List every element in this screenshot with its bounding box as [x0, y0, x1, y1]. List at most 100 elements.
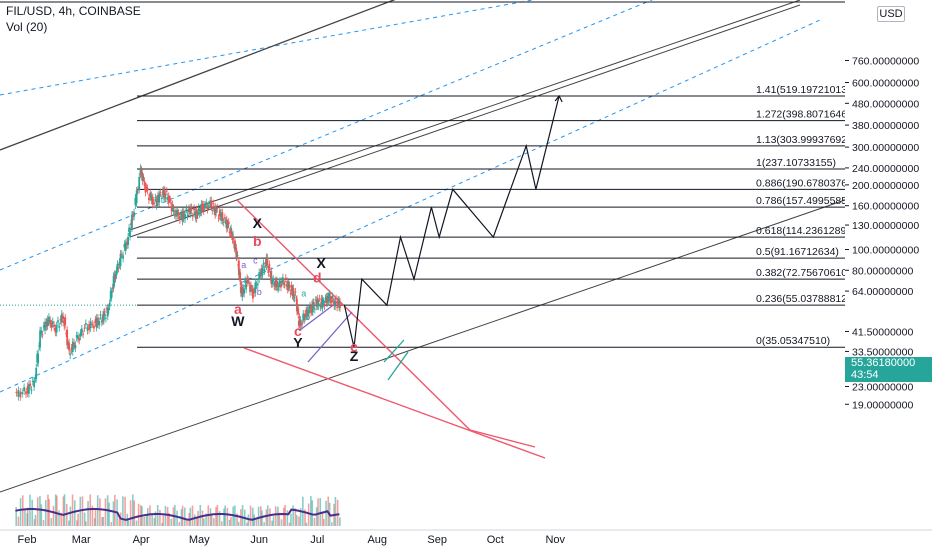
candle-body: [331, 295, 334, 299]
volume-bar: [223, 508, 225, 526]
candle-body: [235, 247, 238, 258]
candle-body: [67, 344, 70, 346]
volume-bar: [199, 505, 202, 526]
candle-body: [59, 318, 62, 321]
fib-label-0: 0(35.05347510): [756, 335, 830, 347]
candle-body: [46, 319, 49, 327]
candle-body: [107, 308, 110, 310]
currency-button[interactable]: USD: [877, 6, 905, 22]
candle-body: [275, 280, 278, 288]
dashed-trendline: [0, 19, 821, 393]
volume-bar: [216, 505, 219, 526]
volume-bar: [99, 498, 101, 526]
candle-body: [71, 341, 74, 352]
volume-bar: [339, 517, 341, 526]
volume-bar: [27, 507, 29, 526]
wave-label: e: [350, 339, 358, 355]
candle-body: [51, 321, 54, 324]
subwave-line: [387, 351, 409, 381]
candle-body: [109, 290, 112, 299]
candle-body: [100, 320, 103, 323]
volume-bar: [145, 515, 148, 526]
volume-bar: [205, 513, 207, 526]
subwave-line: [307, 311, 353, 363]
candle-body: [326, 296, 329, 303]
volume-bar: [108, 502, 110, 526]
wave-label: c: [253, 256, 258, 266]
time-axis-bg: [0, 530, 845, 550]
volume-bar: [89, 494, 92, 526]
candle-body: [241, 287, 244, 298]
candle-body: [222, 221, 225, 223]
candle-body: [209, 200, 212, 204]
price-tick-label: 380.00000000: [852, 120, 919, 132]
candle-body: [110, 291, 113, 298]
price-tick-label: 130.00000000: [852, 220, 919, 232]
dashed-trendlines: [0, 0, 821, 393]
volume-bar: [135, 520, 138, 526]
volume-bar: [230, 516, 232, 526]
candle-body: [289, 292, 292, 294]
candle-body: [97, 317, 99, 325]
candle-body: [137, 189, 139, 191]
volume-bar: [209, 508, 212, 526]
candle-body: [268, 264, 271, 269]
candle-body: [39, 330, 41, 348]
candle-body: [35, 367, 38, 379]
volume-bar: [321, 513, 324, 526]
candle-body: [249, 286, 251, 292]
candle-body: [69, 353, 72, 356]
candle-body: [163, 190, 166, 198]
volume-ma-line: [15, 508, 340, 521]
candle-body: [66, 329, 69, 346]
candle-body: [36, 354, 39, 363]
price-tick-label: 200.00000000: [852, 180, 919, 192]
volume-bar: [246, 522, 248, 526]
candle-body: [178, 216, 181, 221]
candle-body: [269, 274, 272, 277]
volume-bar: [263, 522, 265, 526]
volume-bar: [201, 510, 204, 526]
candle-body: [23, 387, 25, 392]
candle-body: [217, 217, 220, 219]
candle-body: [200, 203, 203, 213]
candle-body: [253, 291, 255, 294]
candle-body: [63, 320, 66, 327]
wave-label: b: [257, 287, 262, 297]
candle-body: [274, 281, 277, 287]
candle-body: [205, 202, 208, 206]
candle-body: [149, 192, 152, 198]
volume-bar: [259, 506, 262, 526]
candle-body: [294, 291, 297, 293]
candle-body: [196, 214, 199, 216]
volume-bar: [153, 518, 156, 526]
candle-body: [88, 324, 90, 330]
time-tick-label: Apr: [133, 534, 150, 546]
candle-body: [271, 280, 274, 284]
candle-body: [300, 323, 303, 325]
price-tick-label: 33.50000000: [852, 346, 913, 358]
fib-label-0.236: 0.236(55.03788812): [756, 293, 851, 305]
projection-arrowhead: [554, 94, 563, 103]
volume-bar: [265, 509, 268, 526]
candle-body: [199, 207, 202, 213]
price-tick-label: 300.00000000: [852, 142, 919, 154]
volume-bar: [191, 505, 194, 526]
candle-body: [250, 285, 252, 288]
volume-bar: [133, 500, 136, 526]
price-tick-label: 240.00000000: [852, 163, 919, 175]
volume-bar: [197, 510, 199, 526]
volume-bar: [68, 520, 70, 526]
candle-body: [211, 209, 214, 211]
candle-body: [126, 241, 128, 246]
candle-body: [28, 384, 30, 394]
volume-bar: [241, 505, 244, 526]
candle-body: [311, 302, 314, 313]
fib-label-0.618: 0.618(114.23612894: [756, 225, 852, 237]
volume-bar: [274, 506, 277, 526]
volume-bar: [58, 510, 60, 526]
volume-bar: [255, 517, 258, 526]
wave-label: X: [253, 215, 263, 231]
volume-bar: [24, 509, 26, 526]
